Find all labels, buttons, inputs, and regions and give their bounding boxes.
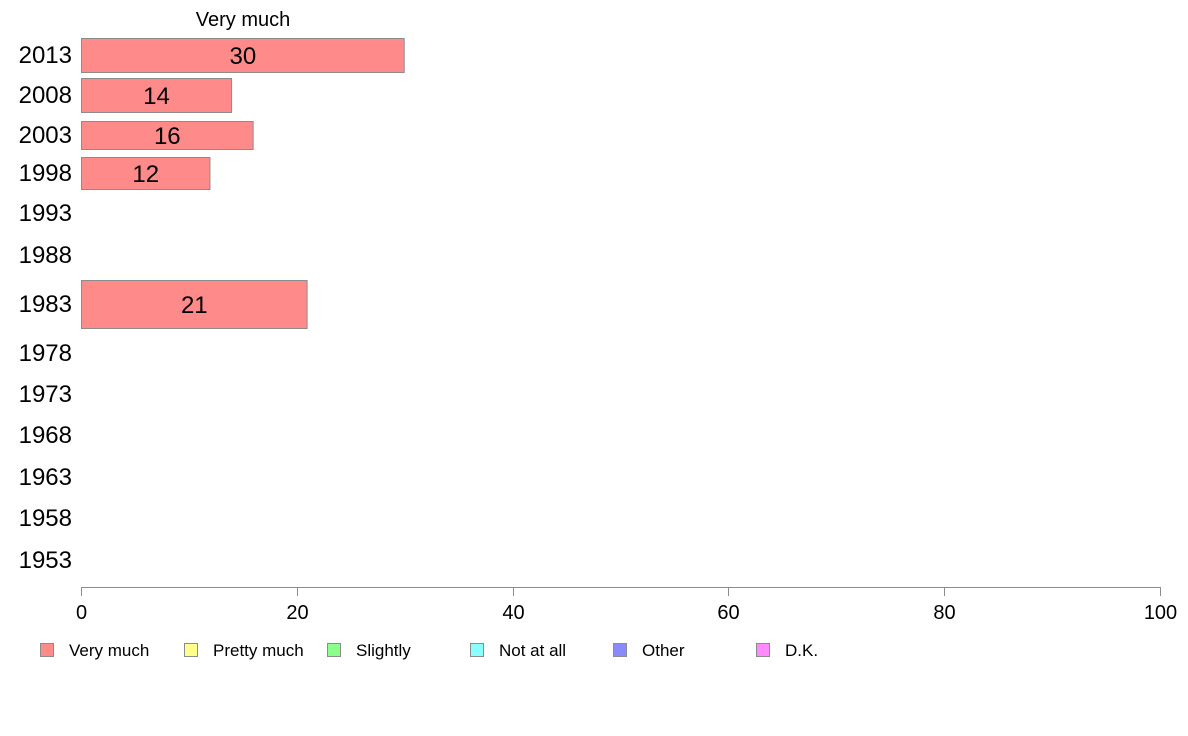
- bar: [81, 157, 211, 190]
- legend-label: Other: [642, 641, 685, 660]
- legend-swatch: [613, 643, 627, 657]
- category-label: 1973: [19, 381, 72, 408]
- category-label: 1983: [19, 291, 72, 318]
- bar-value-label: 14: [143, 83, 170, 110]
- category-label: 1958: [19, 505, 72, 532]
- legend-swatch: [184, 643, 198, 657]
- category-label: 1988: [19, 242, 72, 269]
- bar: [81, 280, 308, 329]
- category-label: 2013: [19, 42, 72, 69]
- series-header: Very much: [196, 9, 290, 31]
- x-tick-label: 60: [717, 602, 739, 624]
- legend-label: Not at all: [499, 641, 566, 660]
- legend-label: Very much: [69, 641, 149, 660]
- bar-value-label: 30: [229, 43, 256, 70]
- category-label: 1963: [19, 464, 72, 491]
- x-tick-label: 80: [933, 602, 955, 624]
- bar-value-label: 21: [181, 292, 208, 319]
- bar-value-label: 16: [154, 123, 181, 150]
- category-label: 1998: [19, 160, 72, 187]
- legend-label: Pretty much: [213, 641, 304, 660]
- category-label: 1978: [19, 340, 72, 367]
- bar-value-label: 12: [132, 161, 159, 188]
- x-tick-label: 40: [502, 602, 524, 624]
- bar: [81, 38, 405, 73]
- bar: [81, 121, 254, 150]
- legend-swatch: [40, 643, 54, 657]
- legend-swatch: [756, 643, 770, 657]
- category-label: 2003: [19, 122, 72, 149]
- category-label: 1968: [19, 422, 72, 449]
- bar: [81, 78, 233, 113]
- legend-label: D.K.: [785, 641, 818, 660]
- category-label: 2008: [19, 82, 72, 109]
- category-label: 1953: [19, 547, 72, 574]
- x-tick-label: 100: [1144, 602, 1177, 624]
- legend-swatch: [470, 643, 484, 657]
- category-label: 1993: [19, 200, 72, 227]
- legend-swatch: [327, 643, 341, 657]
- legend-label: Slightly: [356, 641, 411, 660]
- x-tick-label: 0: [76, 602, 87, 624]
- x-tick-label: 20: [286, 602, 308, 624]
